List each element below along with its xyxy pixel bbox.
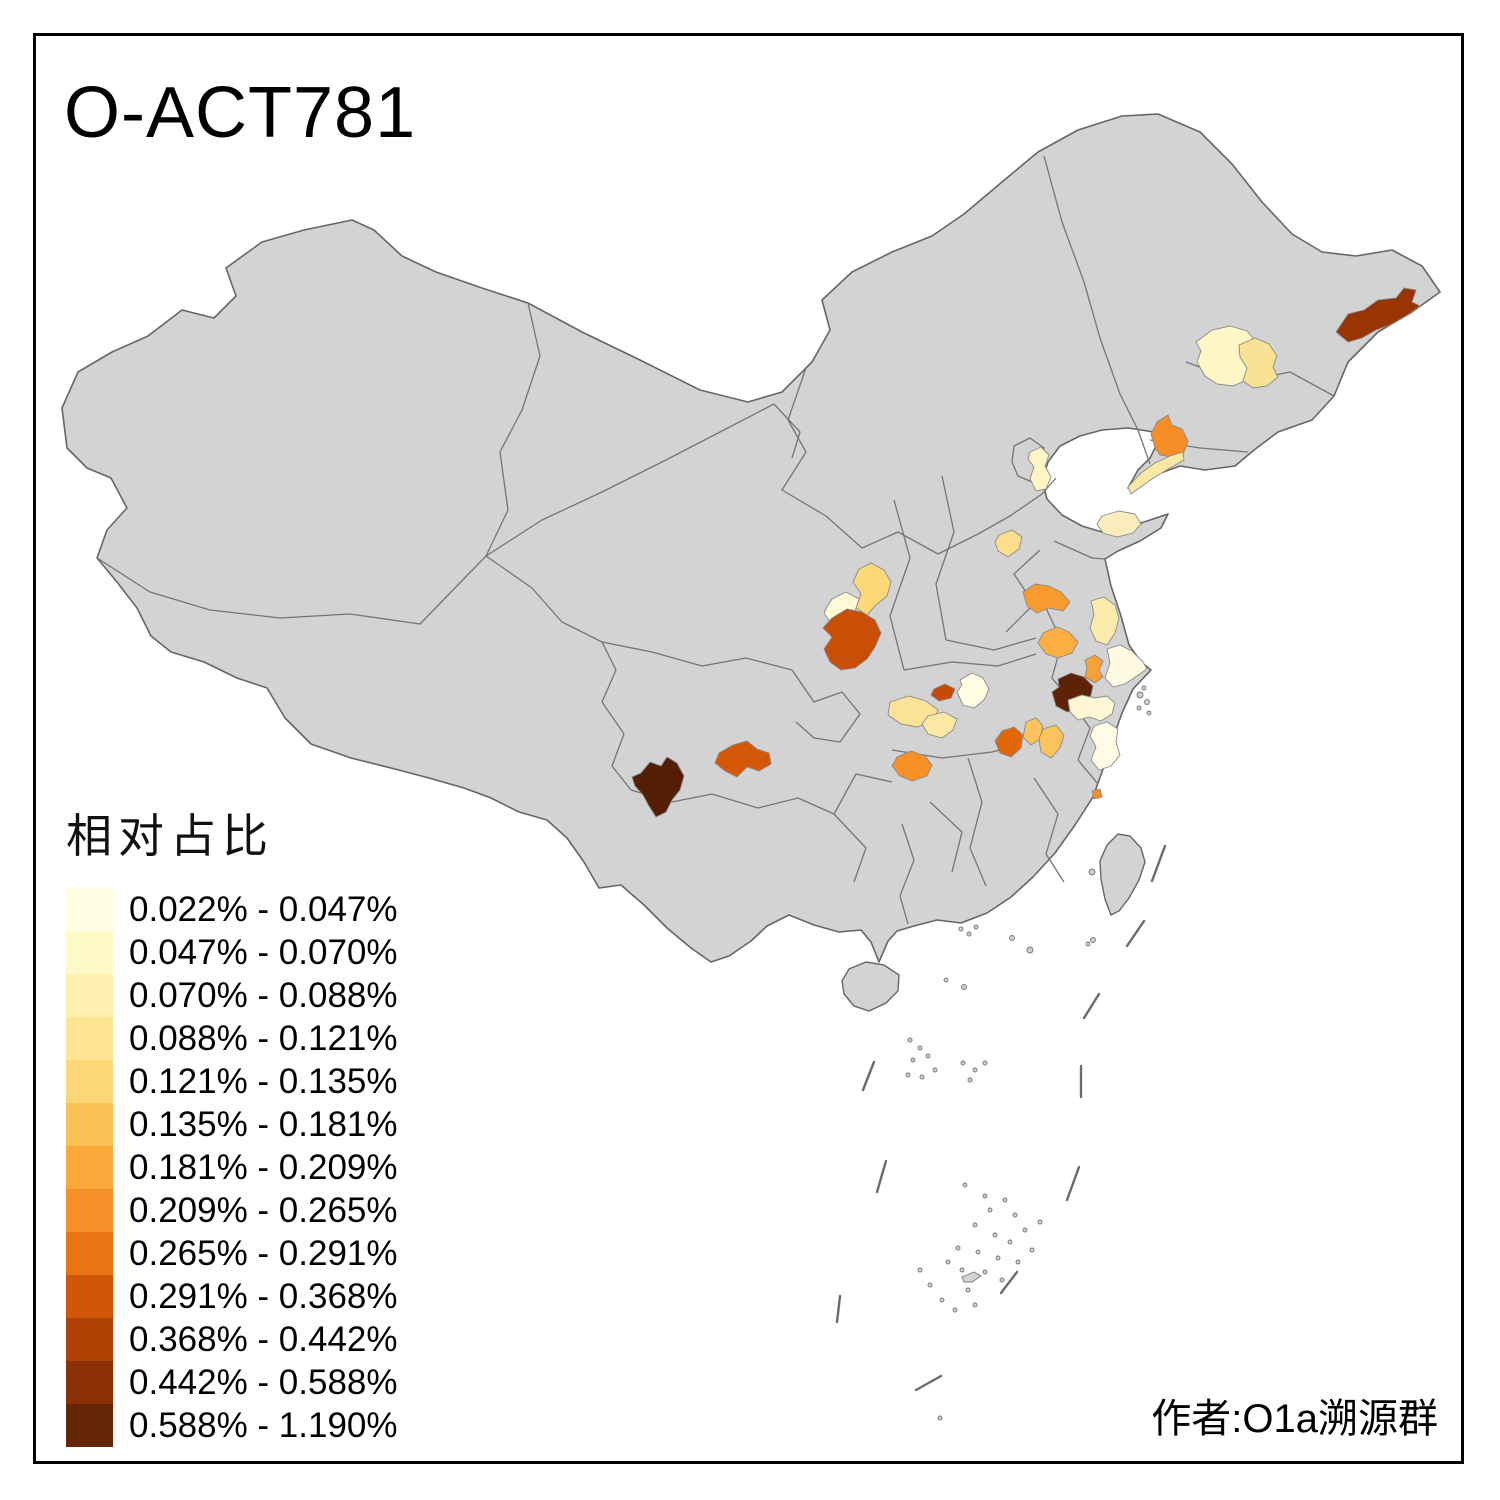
- region-anhui-south: [994, 726, 1024, 758]
- legend-swatch-7: [66, 1189, 113, 1232]
- legend-row-6: 0.181% - 0.209%: [66, 1146, 398, 1189]
- legend-row-12: 0.588% - 1.190%: [66, 1404, 398, 1447]
- legend-row-7: 0.209% - 0.265%: [66, 1189, 398, 1232]
- legend-row-3: 0.088% - 0.121%: [66, 1017, 398, 1060]
- legend-row-2: 0.070% - 0.088%: [66, 974, 398, 1017]
- legend-row-5: 0.135% - 0.181%: [66, 1103, 398, 1146]
- region-harbin-east: [1238, 337, 1279, 389]
- legend-row-4: 0.121% - 0.135%: [66, 1060, 398, 1103]
- legend-swatch-1: [66, 931, 113, 974]
- legend-row-9: 0.291% - 0.368%: [66, 1275, 398, 1318]
- legend-label-7: 0.209% - 0.265%: [129, 1190, 398, 1230]
- legend-swatch-4: [66, 1060, 113, 1103]
- legend-label-10: 0.368% - 0.442%: [129, 1319, 398, 1359]
- legend-label-6: 0.181% - 0.209%: [129, 1147, 398, 1187]
- legend-label-12: 0.588% - 1.190%: [129, 1405, 398, 1445]
- legend-rows: 0.022% - 0.047% 0.047% - 0.070% 0.070% - 0…: [66, 888, 398, 1447]
- region-tianjin: [1027, 446, 1052, 492]
- region-xuzhou: [1022, 583, 1071, 614]
- hainan-island: [841, 961, 900, 1012]
- legend-row-1: 0.047% - 0.070%: [66, 931, 398, 974]
- region-fujian-coast: [1091, 788, 1103, 800]
- region-liaodong-dalian: [1127, 451, 1185, 495]
- islets: [905, 685, 1152, 1421]
- legend-row-11: 0.442% - 0.588%: [66, 1361, 398, 1404]
- legend-label-11: 0.442% - 0.588%: [129, 1362, 398, 1402]
- region-yunnan-northwest: [631, 756, 685, 818]
- legend-label-8: 0.265% - 0.291%: [129, 1233, 398, 1273]
- legend-swatch-11: [66, 1361, 113, 1404]
- region-shandong-central: [1096, 510, 1142, 538]
- legend-label-2: 0.070% - 0.088%: [129, 975, 398, 1015]
- region-anhui-southeast-b: [1038, 724, 1065, 759]
- legend-label-3: 0.088% - 0.121%: [129, 1018, 398, 1058]
- province-borders: [96, 155, 1335, 925]
- nine-dash-line: [835, 844, 1167, 1392]
- region-shaanxi-north: [852, 562, 892, 616]
- legend-swatch-8: [66, 1232, 113, 1275]
- region-zhejiang-east: [1089, 721, 1121, 771]
- legend-label-4: 0.121% - 0.135%: [129, 1061, 398, 1101]
- legend-title: 相对占比: [66, 810, 274, 862]
- region-hunan-northwest: [891, 750, 933, 782]
- taiwan-island: [1099, 833, 1146, 916]
- legend-row-8: 0.265% - 0.291%: [66, 1232, 398, 1275]
- legend-swatch-10: [66, 1318, 113, 1361]
- legend-label-9: 0.291% - 0.368%: [129, 1276, 398, 1316]
- region-liaoning-central: [1150, 414, 1189, 458]
- region-jiangsu-central: [1037, 626, 1079, 659]
- legend-swatch-12: [66, 1404, 113, 1447]
- author-credit: 作者:O1a溯源群: [1151, 1397, 1438, 1441]
- legend-swatch-3: [66, 1017, 113, 1060]
- legend-label-0: 0.022% - 0.047%: [129, 889, 398, 929]
- legend-label-5: 0.135% - 0.181%: [129, 1104, 398, 1144]
- region-jiamusi-shuangyashan: [1335, 287, 1421, 343]
- legend-swatch-0: [66, 888, 113, 931]
- region-xian: [822, 608, 882, 671]
- legend-swatch-9: [66, 1275, 113, 1318]
- region-jiangsu-coast: [1089, 596, 1120, 646]
- legend-swatch-6: [66, 1146, 113, 1189]
- page-title: O-ACT781: [64, 73, 417, 153]
- legend-label-1: 0.047% - 0.070%: [129, 932, 398, 972]
- legend-swatch-5: [66, 1103, 113, 1146]
- region-hubei-north: [956, 672, 990, 709]
- legend-row-10: 0.368% - 0.442%: [66, 1318, 398, 1361]
- region-shanghai-nantong: [1104, 644, 1148, 688]
- region-suzhou-wuxi: [1084, 654, 1104, 684]
- region-hubei-northwest: [930, 683, 956, 702]
- legend-row-0: 0.022% - 0.047%: [66, 888, 398, 931]
- colored-regions: [631, 287, 1421, 818]
- region-hubei-southwest: [921, 711, 958, 739]
- region-zhejiang-north: [1067, 694, 1116, 722]
- legend-swatch-2: [66, 974, 113, 1017]
- region-shandong-west: [994, 529, 1023, 558]
- region-sichuan-south: [714, 740, 772, 778]
- legend: 相对占比 0.022% - 0.047% 0.047% - 0.070% 0.070…: [66, 800, 398, 1447]
